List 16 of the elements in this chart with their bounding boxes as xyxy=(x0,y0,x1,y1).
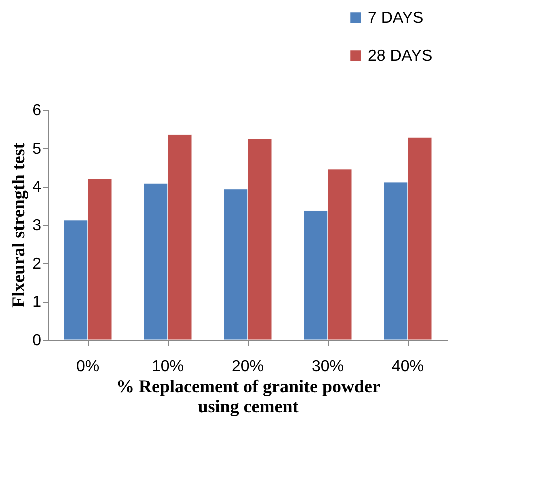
x-tick-label: 10% xyxy=(152,358,184,376)
y-tick-label: 6 xyxy=(32,102,42,120)
x-tick-label: 40% xyxy=(392,358,424,376)
x-tick-label: 20% xyxy=(232,358,264,376)
x-axis-title: % Replacement of granite powder using cement xyxy=(116,376,380,416)
legend-label: 28 DAYS xyxy=(368,48,433,65)
y-tick-label: 4 xyxy=(32,179,42,196)
y-axis-title: Flxeural strength test xyxy=(8,143,29,308)
y-tick-label: 0 xyxy=(32,332,42,350)
y-tick-label: 1 xyxy=(32,294,42,312)
x-tick-label: 30% xyxy=(312,358,344,376)
y-tick-label: 5 xyxy=(32,140,42,158)
y-tick-label: 3 xyxy=(32,218,42,234)
y-tick-label: 2 xyxy=(32,256,42,273)
x-tick-label: 0% xyxy=(76,358,100,376)
legend-label: 7 DAYS xyxy=(368,10,424,27)
